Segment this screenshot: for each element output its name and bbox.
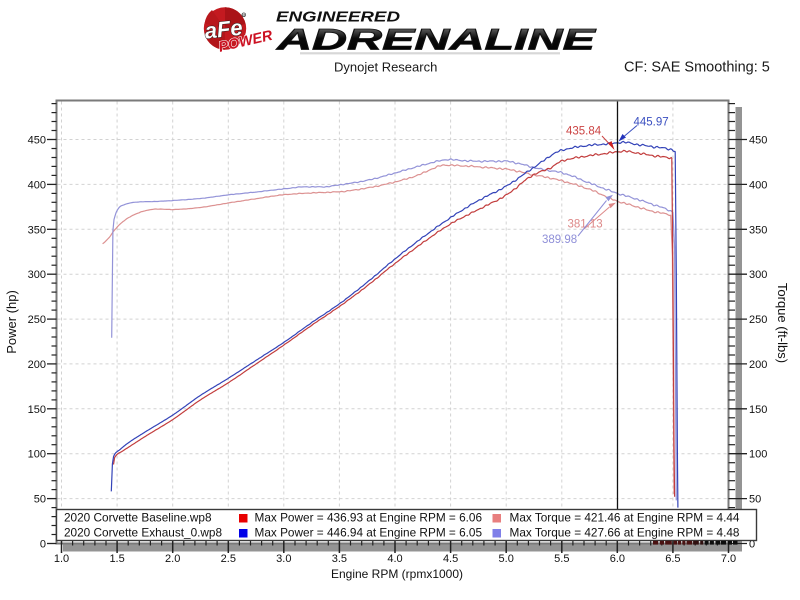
svg-text:435.84: 435.84	[566, 126, 602, 138]
svg-text:Engine RPM (rpmx1000): Engine RPM (rpmx1000)	[331, 567, 463, 581]
svg-text:150: 150	[749, 404, 767, 416]
svg-text:200: 200	[749, 359, 767, 371]
svg-text:100: 100	[749, 449, 767, 461]
svg-text:450: 450	[28, 135, 46, 147]
svg-text:400: 400	[28, 179, 46, 191]
svg-text:ENGINEERED: ENGINEERED	[276, 10, 401, 26]
svg-text:6.5: 6.5	[665, 553, 680, 565]
svg-text:aFe: aFe	[203, 15, 243, 44]
svg-text:5.5: 5.5	[554, 553, 569, 565]
svg-text:389.98: 389.98	[542, 234, 577, 246]
svg-text:250: 250	[749, 314, 767, 326]
svg-text:4.0: 4.0	[387, 553, 402, 565]
svg-text:100: 100	[28, 449, 46, 461]
svg-text:350: 350	[28, 224, 46, 236]
svg-text:381.13: 381.13	[568, 219, 603, 231]
svg-text:2020 Corvette Baseline.wp8: 2020 Corvette Baseline.wp8	[64, 511, 212, 525]
svg-text:150: 150	[28, 404, 46, 416]
svg-text:Max Power = 446.94 at Engine R: Max Power = 446.94 at Engine RPM = 6.05	[255, 526, 483, 540]
svg-text:350: 350	[749, 224, 767, 236]
svg-text:0: 0	[40, 539, 46, 551]
svg-text:Max Torque = 427.66 at Engine: Max Torque = 427.66 at Engine RPM = 4.48	[510, 526, 740, 540]
svg-text:200: 200	[28, 359, 46, 371]
svg-text:4.5: 4.5	[443, 553, 458, 565]
svg-text:50: 50	[34, 494, 46, 506]
svg-text:ADRENALINE: ADRENALINE	[275, 24, 597, 57]
svg-text:1.0: 1.0	[54, 553, 69, 565]
svg-text:445.97: 445.97	[634, 117, 669, 129]
svg-text:300: 300	[749, 269, 767, 281]
svg-text:Max Torque = 421.46 at Engine: Max Torque = 421.46 at Engine RPM = 4.44	[510, 511, 740, 525]
svg-text:5.0: 5.0	[499, 553, 514, 565]
svg-text:3.5: 3.5	[332, 553, 347, 565]
svg-text:450: 450	[749, 135, 767, 147]
svg-text:CF: SAE Smoothing: 5: CF: SAE Smoothing: 5	[624, 60, 770, 76]
svg-text:Torque (ft-lbs): Torque (ft-lbs)	[775, 283, 790, 363]
svg-text:250: 250	[28, 314, 46, 326]
svg-text:0: 0	[749, 539, 755, 551]
svg-text:1.5: 1.5	[109, 553, 124, 565]
svg-text:Max Power = 436.93 at Engine R: Max Power = 436.93 at Engine RPM = 6.06	[255, 511, 483, 525]
svg-text:2.0: 2.0	[165, 553, 180, 565]
svg-text:3.0: 3.0	[276, 553, 291, 565]
svg-text:Power (hp): Power (hp)	[4, 290, 19, 354]
svg-text:7.0: 7.0	[721, 553, 736, 565]
svg-text:50: 50	[749, 494, 761, 506]
svg-text:R: R	[242, 12, 245, 17]
svg-text:2.5: 2.5	[221, 553, 236, 565]
svg-text:400: 400	[749, 179, 767, 191]
svg-text:2020 Corvette Exhaust_0.wp8: 2020 Corvette Exhaust_0.wp8	[64, 526, 222, 540]
svg-text:Dynojet Research: Dynojet Research	[334, 60, 437, 75]
svg-text:6.0: 6.0	[610, 553, 625, 565]
svg-text:300: 300	[28, 269, 46, 281]
